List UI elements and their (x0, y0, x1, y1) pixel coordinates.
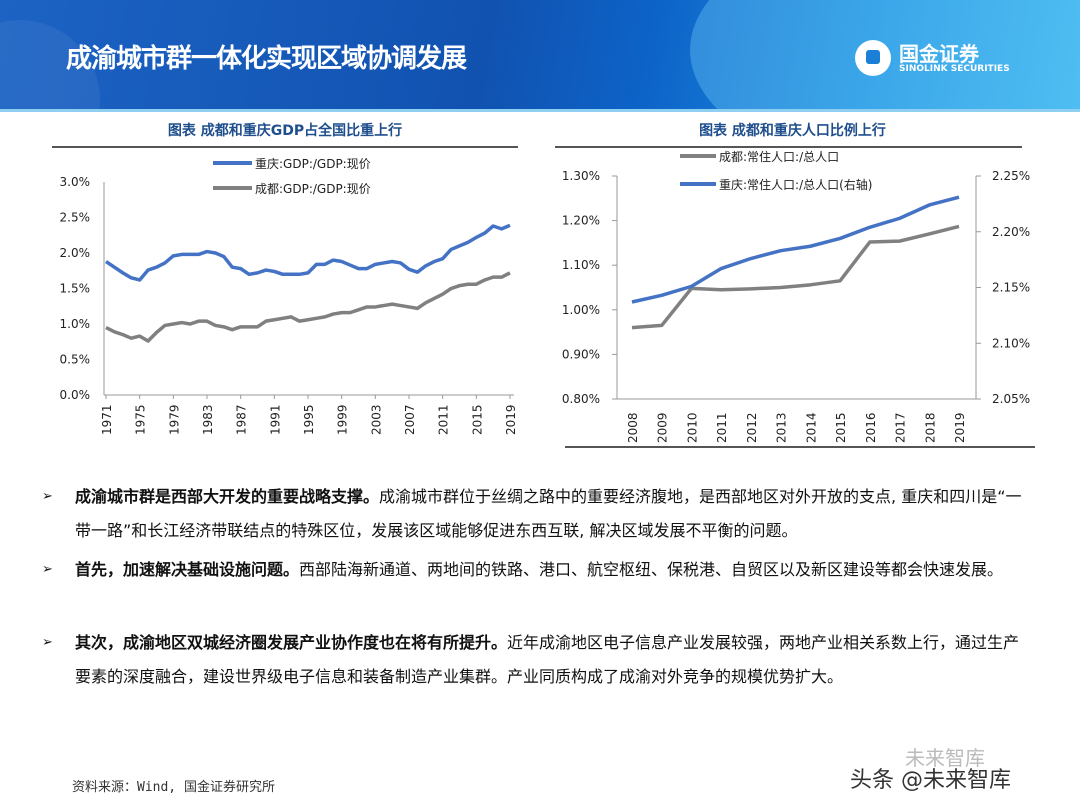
chart2-series-line (631, 224, 960, 330)
chart2-y2-tick-label: 2.10% (992, 336, 1030, 350)
chart2-title: 图表 成都和重庆人口比例上行 (699, 123, 886, 139)
chart2-y-tick-label: 1.30% (562, 169, 600, 183)
arrow-bullet-icon: ➢ (42, 562, 53, 577)
chart1-x-tick-label: 2007 (403, 404, 417, 435)
chart1-series-line (105, 223, 511, 282)
chart2-y-tick-label: 1.20% (562, 214, 600, 228)
chart2-y-tick-label: 1.00% (562, 303, 600, 317)
chart2-x-tick-label: 2015 (834, 412, 848, 443)
chart1-x-tick-label: 2011 (437, 404, 451, 435)
logo-cn: 国金证券 (899, 42, 979, 66)
bullet-3-bold: 其次，成渝地区双城经济圈发展产业协作度也在将有所提升。 (75, 633, 508, 652)
chart2-x-tick-label: 2016 (864, 412, 878, 443)
chart1-y-tick-label: 0.5% (60, 353, 91, 367)
bullet-3: ➢ 其次，成渝地区双城经济圈发展产业协作度也在将有所提升。近年成渝地区电子信息产… (42, 626, 1032, 694)
chart1-title: 图表 成都和重庆GDP占全国比重上行 (167, 123, 403, 139)
chart1-x-tick-label: 1975 (134, 404, 148, 435)
bullet-2: ➢ 首先，加速解决基础设施问题。西部陆海新通道、两地间的铁路、港口、航空枢纽、保… (42, 553, 1032, 587)
chart2-legend-label: 成都:常住人口:/总人口 (719, 150, 839, 164)
chart2-x-tick-label: 2011 (715, 412, 729, 443)
chart1-y-tick-label: 2.0% (60, 246, 91, 260)
chart1-legend-label: 成都:GDP:/GDP:现价 (255, 182, 371, 196)
arrow-bullet-icon: ➢ (42, 489, 53, 504)
chart1-x-tick-label: 1979 (167, 404, 181, 435)
chart1-x-tick-label: 1999 (336, 404, 350, 435)
charts-canvas: 0.0% 0.5% 1.0% 1.5% 2.0% 2.5% 3.0% 1971 1975 1979… (60, 150, 1031, 443)
chart2-y-tick-label: 0.80% (562, 392, 600, 406)
watermark-faint: 未来智库 (905, 746, 985, 770)
watermark: 头条 @未来智库 (850, 768, 1011, 793)
chart2-y2-tick-label: 2.20% (992, 225, 1030, 239)
bullet-1: ➢ 成渝城市群是西部大开发的重要战略支撑。成渝城市群位于丝绸之路中的重要经济腹地… (42, 480, 1032, 548)
chart1-y-tick-label: 1.5% (60, 282, 91, 296)
chart1-top-rule (52, 146, 518, 148)
chart1-x-tick-label: 1987 (235, 404, 249, 435)
chart2-top-rule (555, 146, 1022, 148)
chart2-y2-tick-label: 2.15% (992, 281, 1030, 295)
chart2-y-tick-label: 1.10% (562, 258, 600, 272)
chart1-y-tick-label: 3.0% (60, 175, 91, 189)
arrow-bullet-icon: ➢ (42, 635, 53, 650)
chart1-y-tick-label: 1.0% (60, 317, 91, 331)
chart1-x-tick-label: 1995 (302, 404, 316, 435)
chart2-y-tick-label: 0.90% (562, 347, 600, 361)
chart2-x-tick-label: 2014 (804, 412, 818, 443)
slide-header: 成渝城市群一体化实现区域协调发展 国金证券 SINOLINK SECURITIE… (0, 0, 1080, 112)
chart1-x-tick-label: 2015 (470, 404, 484, 435)
chart1-y-tick-label: 2.5% (60, 211, 91, 225)
chart1-x-tick-label: 1983 (201, 404, 215, 435)
bullet-3-text: 近年成渝地区电子信息产业发展较强，两地产业相关系数上行，通过生产要素的深度融合，… (75, 633, 1020, 686)
chart2-series-line (631, 195, 960, 304)
logo-en: SINOLINK SECURITIES (899, 64, 1010, 74)
chart1-x-tick-label: 2019 (504, 404, 518, 435)
source-note: 资料来源：Wind, 国金证券研究所 (72, 780, 275, 795)
chart2-x-tick-label: 2008 (626, 412, 640, 443)
chart1-y-tick-label: 0.0% (60, 388, 91, 402)
bullet-1-bold: 成渝城市群是西部大开发的重要战略支撑。 (75, 487, 380, 506)
chart2-x-tick-label: 2010 (685, 412, 699, 443)
chart2-x-tick-label: 2017 (894, 412, 908, 443)
slide-title: 成渝城市群一体化实现区域协调发展 (66, 44, 467, 74)
chart2-legend-label: 重庆:常住人口:/总人口(右轴) (719, 177, 873, 192)
chart2-x-tick-label: 2012 (745, 412, 759, 443)
chart2-y2-tick-label: 2.25% (992, 169, 1030, 183)
chart2-x-tick-label: 2009 (656, 412, 670, 443)
bullet-1-text: 成渝城市群位于丝绸之路中的重要经济腹地，是西部地区对外开放的支点, 重庆和四川是… (75, 487, 1022, 540)
chart2-y2-tick-label: 2.05% (992, 392, 1030, 406)
bullet-2-bold: 首先，加速解决基础设施问题。 (75, 560, 300, 579)
bullet-2-text: 西部陆海新通道、两地间的铁路、港口、航空枢纽、保税港、自贸区以及新区建设等都会快… (299, 560, 1004, 579)
logo-mark-icon (855, 40, 891, 76)
chart2-x-tick-label: 2013 (775, 412, 789, 443)
chart1-x-tick-label: 2003 (369, 404, 383, 435)
chart1-series-line (105, 271, 511, 343)
chart1-x-tick-label: 1971 (100, 404, 114, 435)
chart1-x-tick-label: 1991 (268, 404, 282, 435)
chart1-legend-label: 重庆:GDP:/GDP:现价 (255, 157, 371, 171)
chart2-x-tick-label: 2019 (953, 412, 967, 443)
chart2-bottom-rule (565, 446, 1035, 448)
chart2-x-tick-label: 2018 (923, 412, 937, 443)
